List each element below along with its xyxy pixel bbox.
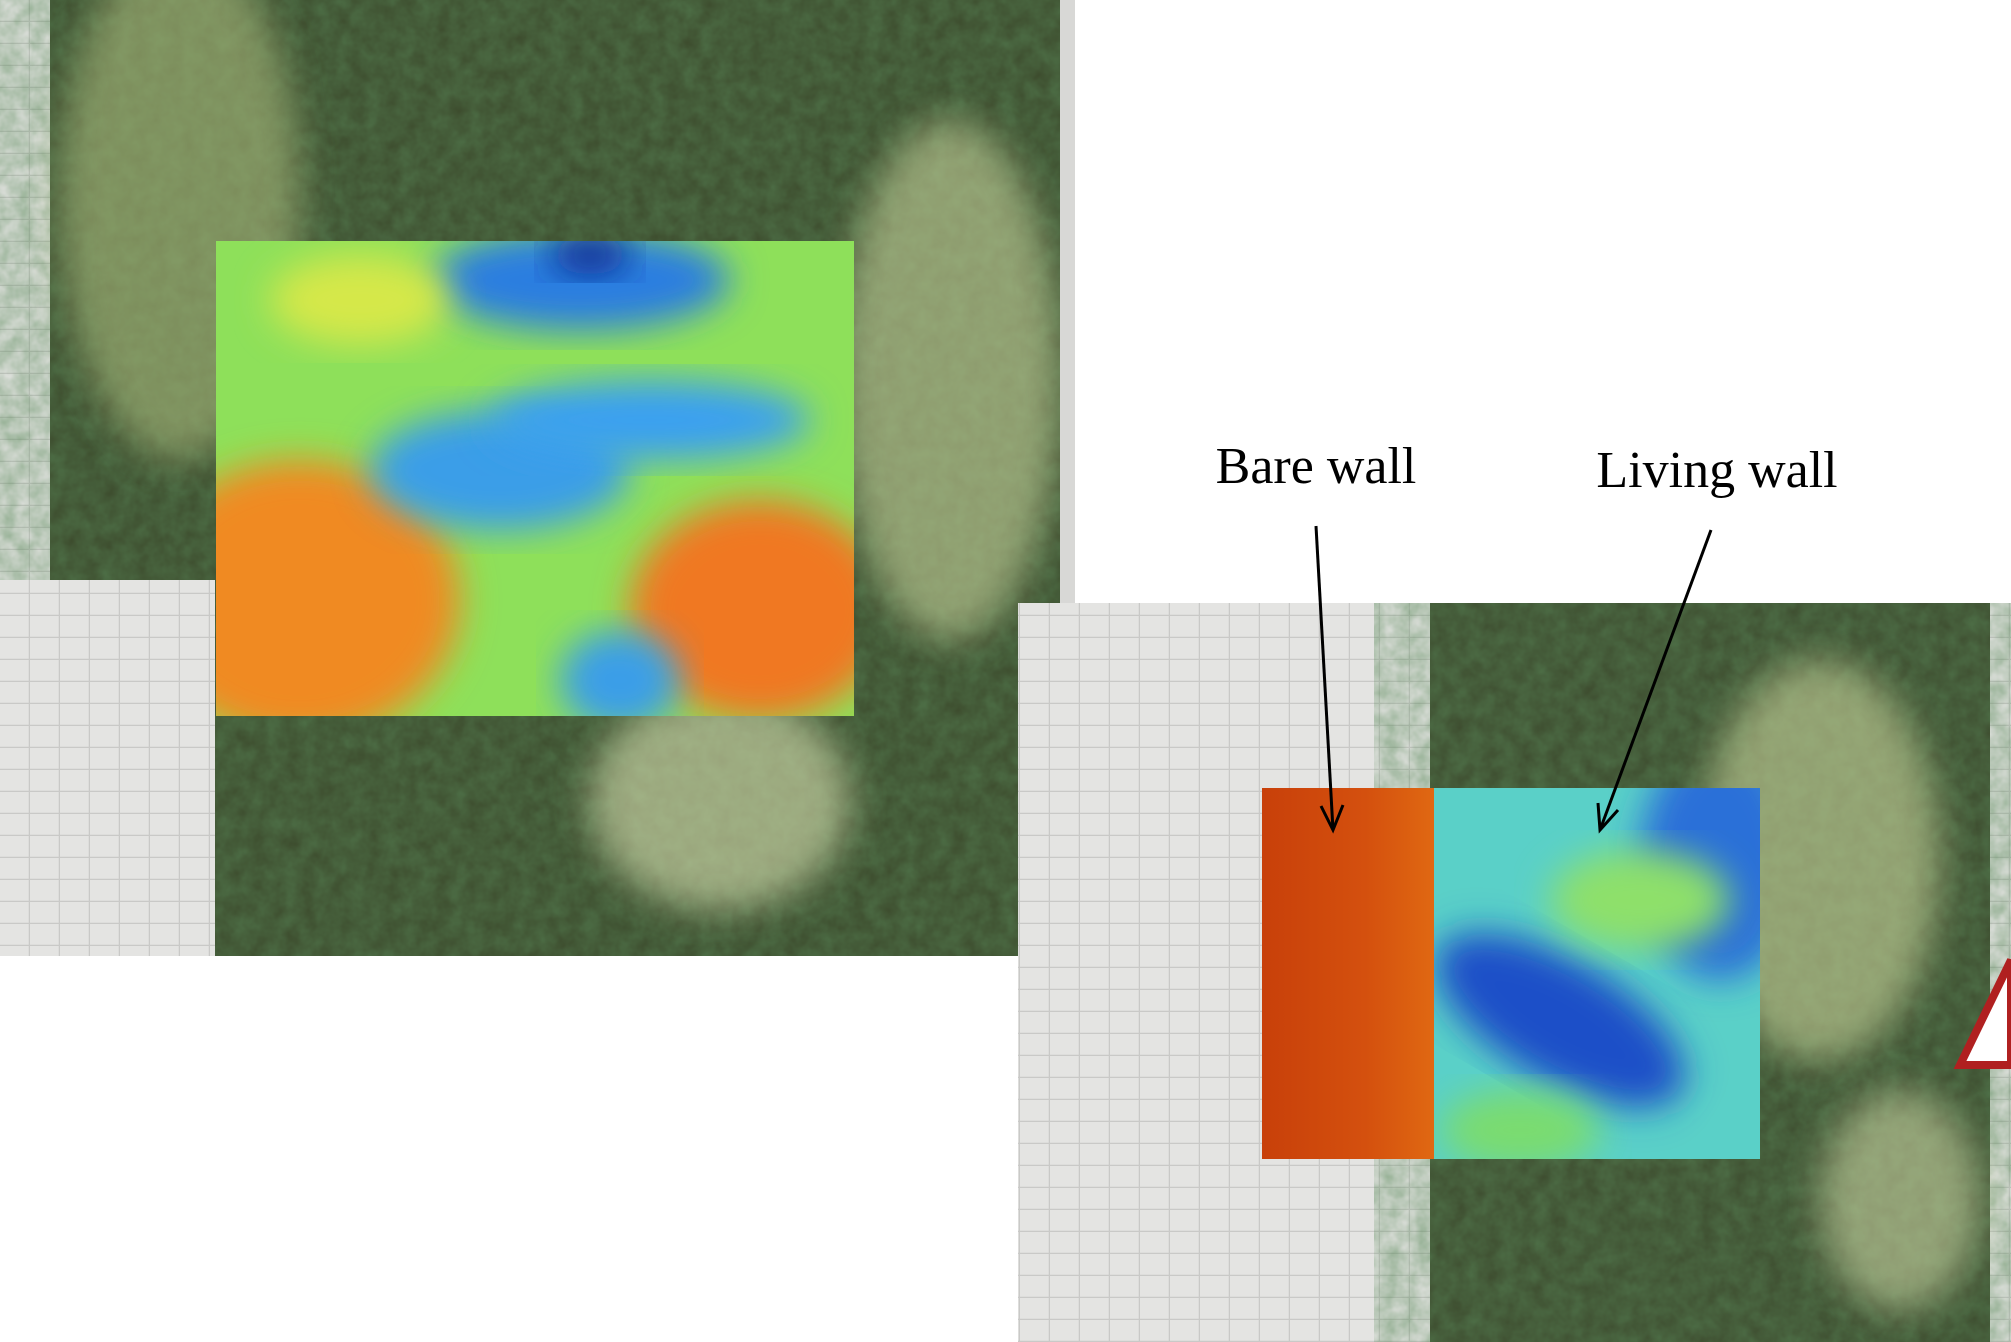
arrow <box>1314 525 1335 831</box>
road-sign <box>1953 958 2011 1069</box>
left-thermal-image <box>216 241 854 716</box>
living-wall-thermal <box>1434 788 1760 1159</box>
arrow <box>1598 529 1713 831</box>
arrow-head <box>1596 802 1620 834</box>
bare-wall-thermal <box>1262 788 1434 1159</box>
label: Bare wall <box>1216 438 1417 495</box>
arrow-head <box>1319 804 1345 834</box>
label: Living wall <box>1596 442 1837 499</box>
arrows <box>1314 525 1713 834</box>
right-photo <box>1018 603 2011 1342</box>
